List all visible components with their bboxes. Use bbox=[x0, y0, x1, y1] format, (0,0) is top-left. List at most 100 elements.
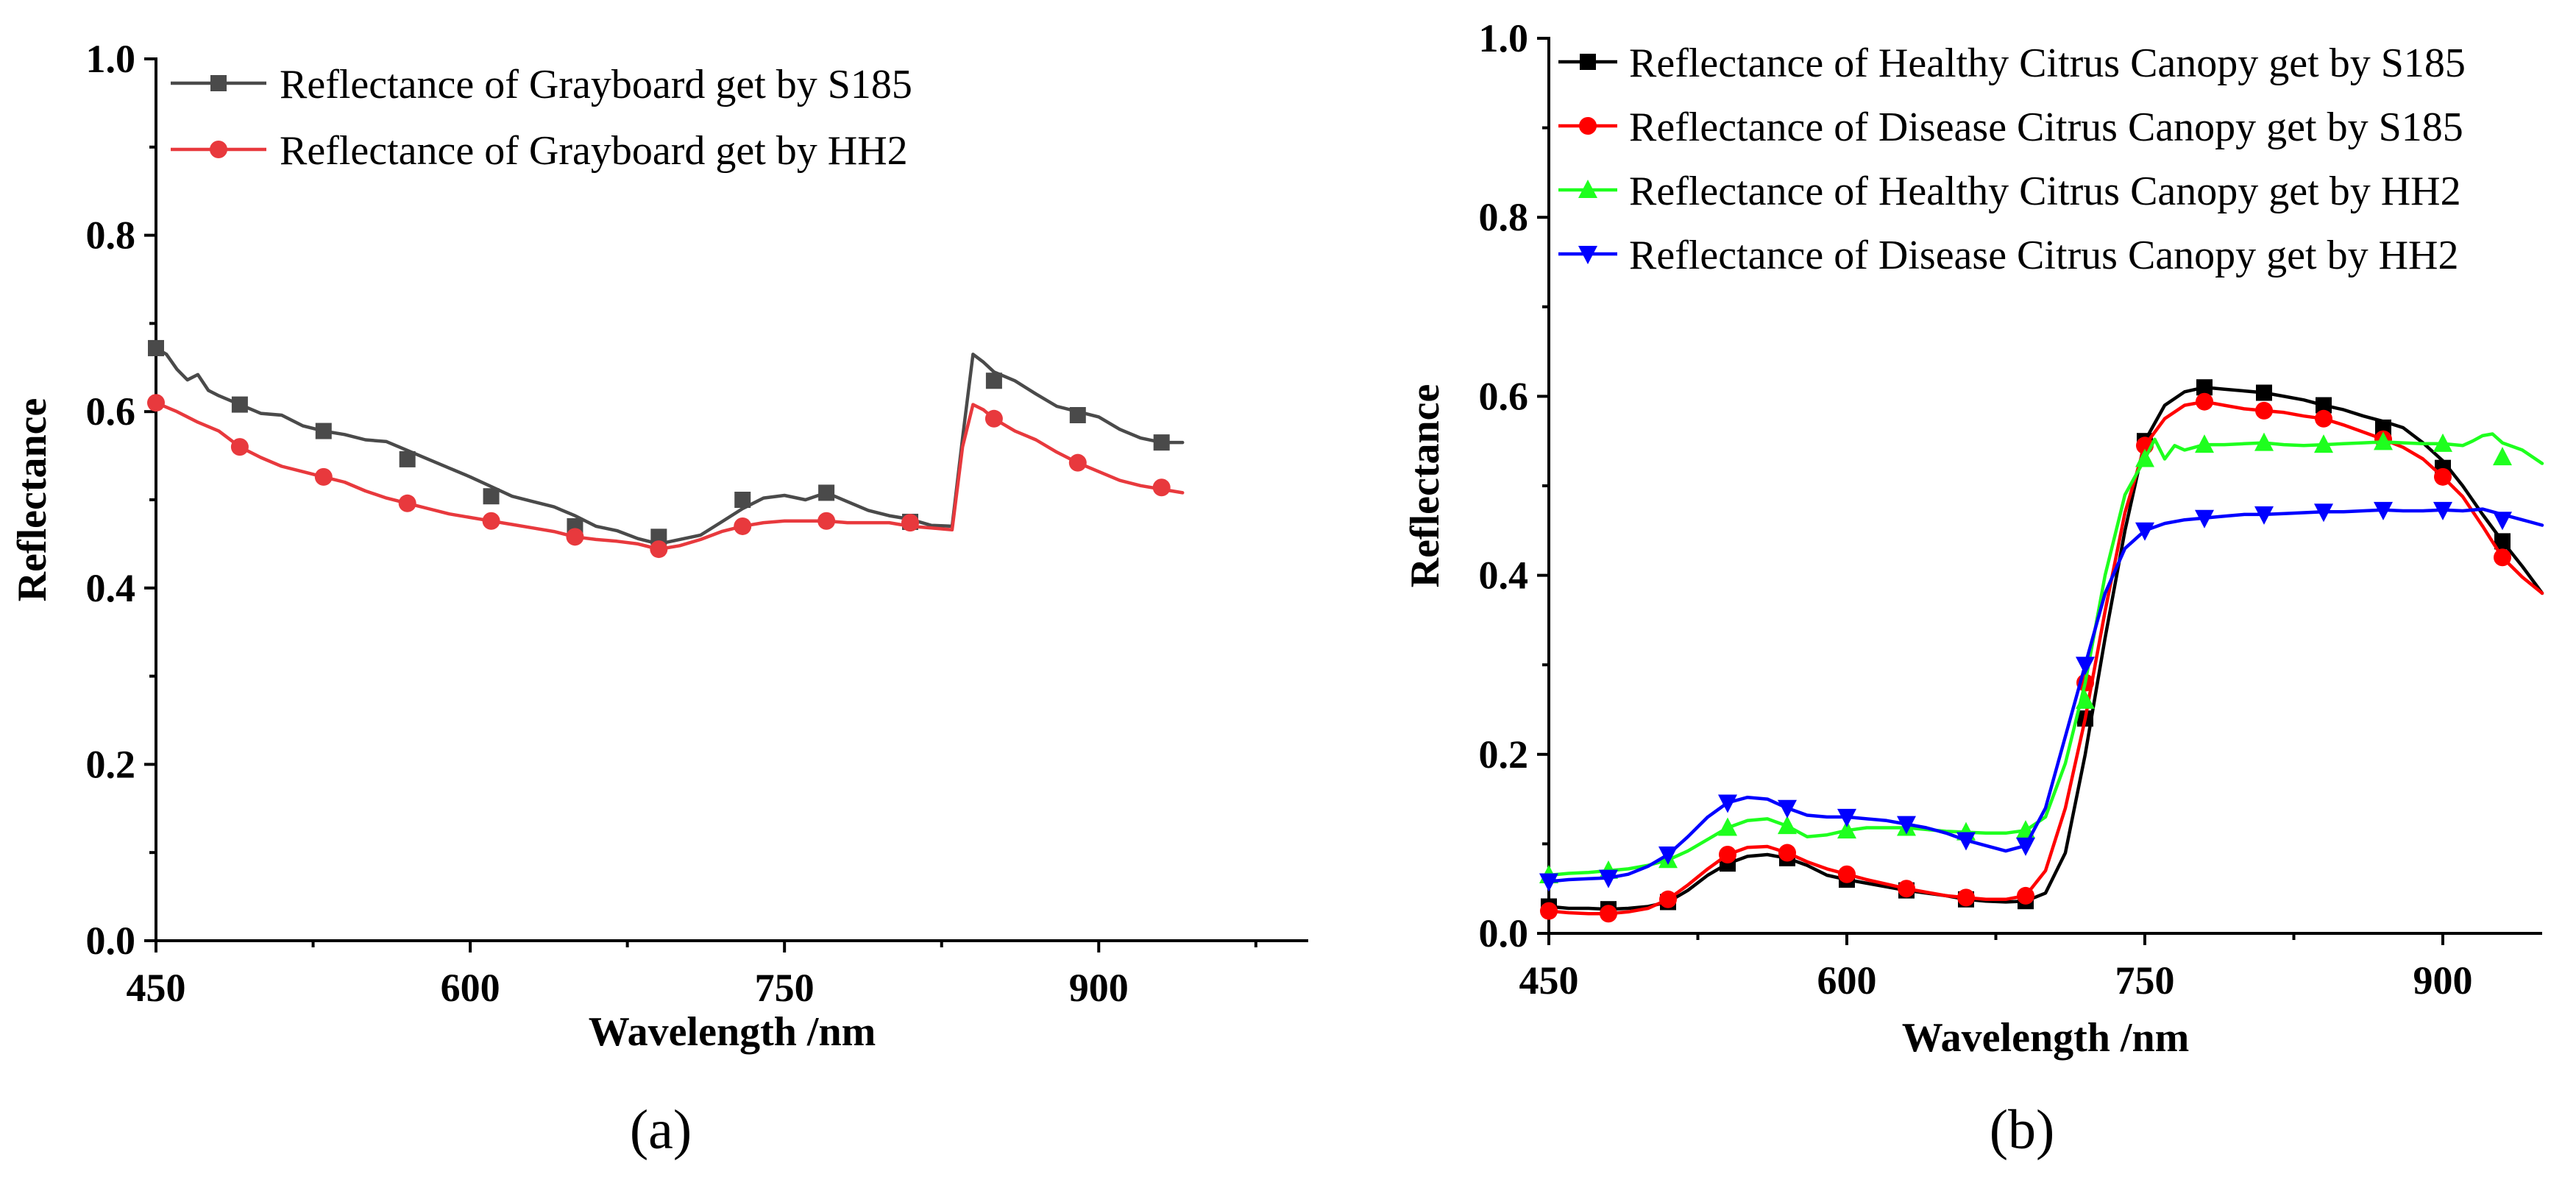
series-3-marker bbox=[1778, 816, 1797, 835]
series-1-marker bbox=[2196, 379, 2213, 396]
series-4-marker bbox=[1658, 846, 1678, 865]
legend-item: Reflectance of Disease Citrus Canopy get… bbox=[1558, 233, 2458, 278]
series-2-marker bbox=[1152, 478, 1171, 497]
series-2-marker bbox=[566, 528, 584, 546]
series-4-marker bbox=[1718, 794, 1737, 813]
series-2-marker bbox=[147, 394, 165, 412]
series-2-marker bbox=[2196, 392, 2213, 411]
series-3-marker bbox=[2314, 434, 2333, 453]
series-2-marker bbox=[2434, 467, 2452, 486]
series-1-marker bbox=[315, 423, 332, 439]
y-tick-label: 0.4 bbox=[86, 566, 136, 610]
series-2-marker bbox=[650, 540, 668, 559]
series-2-marker bbox=[1778, 844, 1796, 862]
y-tick-label: 0.6 bbox=[86, 389, 136, 434]
series-3-marker bbox=[2135, 448, 2154, 467]
series-2-marker bbox=[1898, 880, 1915, 898]
x-axis-title: Wavelength /nm bbox=[589, 1009, 876, 1055]
legend-label: Reflectance of Grayboard get by S185 bbox=[280, 62, 912, 107]
series-2-marker bbox=[734, 517, 752, 535]
series-3-marker bbox=[2195, 434, 2214, 453]
series-2-marker bbox=[984, 409, 1003, 428]
series-2-marker bbox=[230, 438, 249, 456]
series-4-line bbox=[1547, 507, 2544, 883]
series-3 bbox=[1539, 431, 2544, 883]
series-4 bbox=[1539, 501, 2544, 892]
series-2-marker bbox=[2017, 886, 2034, 905]
series-2-marker bbox=[1838, 865, 1856, 883]
y-tick-label: 0.8 bbox=[86, 213, 136, 258]
legend-label: Reflectance of Grayboard get by HH2 bbox=[280, 128, 908, 174]
series-2-marker bbox=[2315, 409, 2332, 428]
x-tick-label: 900 bbox=[1069, 966, 1129, 1010]
series-1-marker bbox=[399, 450, 416, 467]
series-3-marker bbox=[2493, 447, 2512, 466]
series-3-marker bbox=[2254, 432, 2274, 451]
series-2 bbox=[1540, 392, 2544, 923]
y-tick-label: 0.0 bbox=[86, 919, 136, 963]
panel-label: (b) bbox=[1990, 1099, 2055, 1161]
series-1-marker bbox=[818, 484, 835, 501]
legend-item: Reflectance of Disease Citrus Canopy get… bbox=[1558, 105, 2463, 150]
x-tick-label: 600 bbox=[1817, 958, 1877, 1003]
x-tick-label: 450 bbox=[1519, 958, 1579, 1003]
panel-a-chart: 0.0 0.2 0.4 0.6 0.8 1.0 450 600 750 900 Wavelength… bbox=[10, 37, 1308, 1161]
x-tick-label: 900 bbox=[2413, 958, 2473, 1003]
panel-b-chart: 0.0 0.2 0.4 0.6 0.8 1.0 450 600 750 900 Wavelength… bbox=[1402, 16, 2544, 1161]
series-4-marker bbox=[2374, 501, 2393, 520]
legend: Reflectance of Grayboard get by S185 Refl… bbox=[171, 62, 912, 174]
series-3-marker bbox=[2433, 433, 2452, 452]
series-1-marker bbox=[650, 529, 667, 545]
series-2-marker bbox=[1659, 890, 1677, 908]
legend-marker bbox=[1578, 180, 1597, 198]
legend-label: Reflectance of Disease Citrus Canopy get… bbox=[1629, 233, 2458, 278]
legend-item: Reflectance of Healthy Citrus Canopy get… bbox=[1558, 40, 2466, 86]
series-2-marker bbox=[1068, 453, 1087, 472]
series-4-marker bbox=[2314, 503, 2333, 523]
legend-marker bbox=[1578, 246, 1597, 264]
series-1-marker bbox=[483, 488, 500, 505]
panel-label: (a) bbox=[630, 1099, 692, 1161]
series-4-marker bbox=[1837, 808, 1856, 827]
series-1-marker bbox=[1153, 434, 1170, 451]
y-tick-label: 0.2 bbox=[1479, 732, 1529, 777]
series-1-marker bbox=[231, 396, 248, 413]
series-4-marker bbox=[2493, 512, 2512, 531]
series-2-marker bbox=[1540, 902, 1558, 920]
series-2-marker bbox=[1719, 845, 1736, 863]
series-4-marker bbox=[2076, 657, 2095, 676]
series-2-marker bbox=[482, 512, 500, 530]
y-tick-label: 0.0 bbox=[1479, 911, 1529, 955]
series-4-marker bbox=[2016, 837, 2035, 856]
series-2-marker bbox=[2494, 548, 2511, 567]
series-2-marker bbox=[1600, 905, 1617, 923]
series-2-marker bbox=[314, 467, 333, 486]
legend-marker bbox=[1580, 54, 1596, 70]
series-4-marker bbox=[1956, 832, 1976, 851]
y-tick-label: 1.0 bbox=[86, 37, 136, 81]
legend-marker bbox=[1579, 117, 1597, 135]
series-2-marker bbox=[2255, 401, 2273, 420]
series-4-marker bbox=[2135, 522, 2154, 541]
x-tick-label: 750 bbox=[755, 966, 815, 1010]
series-2-marker bbox=[901, 514, 920, 532]
series-4-marker bbox=[1778, 799, 1797, 819]
series-4-marker bbox=[2254, 506, 2274, 525]
series-4-marker bbox=[1599, 869, 1618, 888]
series-2-marker bbox=[1957, 888, 1975, 907]
x-tick-label: 450 bbox=[127, 966, 186, 1010]
y-tick-label: 0.6 bbox=[1479, 374, 1529, 418]
y-tick-label: 0.2 bbox=[86, 742, 136, 786]
legend-marker bbox=[210, 75, 227, 91]
legend-label: Reflectance of Disease Citrus Canopy get… bbox=[1629, 105, 2463, 150]
series-4-marker bbox=[1897, 816, 1916, 835]
series-3-marker bbox=[2076, 690, 2095, 709]
legend-label: Reflectance of Healthy Citrus Canopy get… bbox=[1629, 40, 2466, 86]
legend: Reflectance of Healthy Citrus Canopy get… bbox=[1558, 40, 2466, 278]
series-4-marker bbox=[1539, 873, 1558, 892]
y-tick-label: 0.8 bbox=[1479, 195, 1529, 239]
legend-label: Reflectance of Healthy Citrus Canopy get… bbox=[1629, 169, 2461, 214]
legend-item: Reflectance of Grayboard get by HH2 bbox=[171, 128, 908, 174]
y-axis-title: Reflectance bbox=[10, 398, 55, 602]
